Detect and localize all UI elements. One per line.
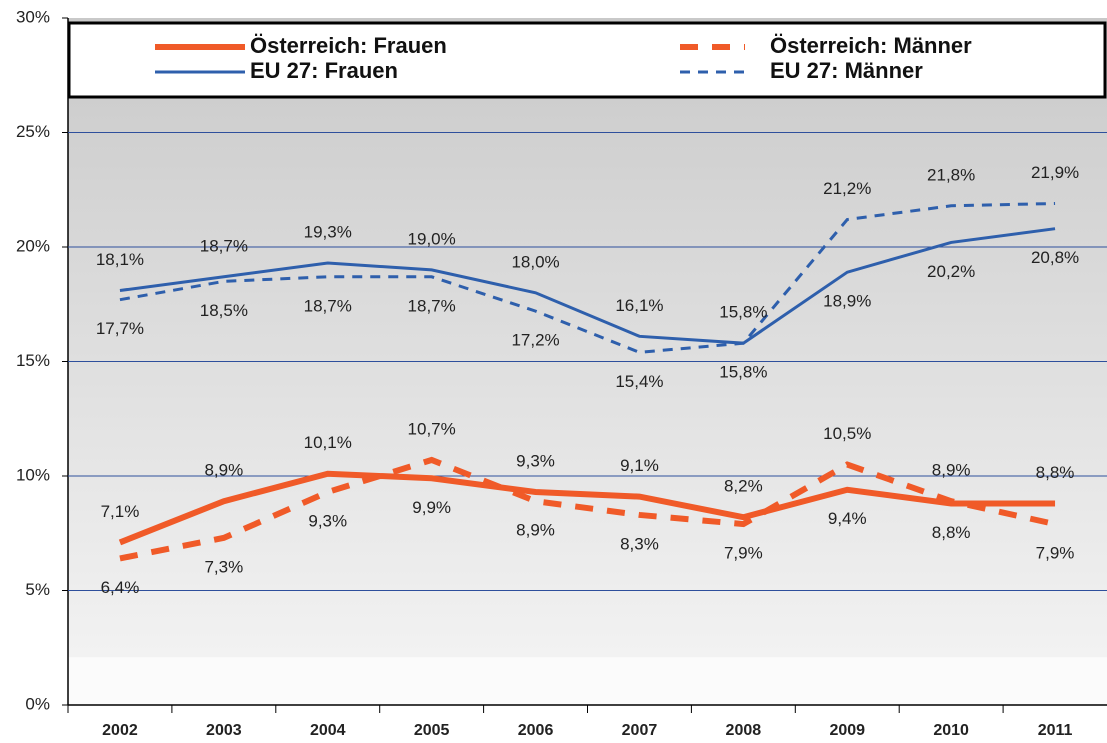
y-tick-label: 0% — [25, 694, 50, 713]
x-tick-label: 2002 — [102, 722, 138, 739]
data-label: 8,9% — [204, 461, 243, 480]
data-label: 9,9% — [412, 498, 451, 517]
x-tick-label: 2005 — [414, 722, 450, 739]
data-label: 9,1% — [620, 456, 659, 475]
data-label: 19,0% — [408, 229, 456, 248]
data-label: 18,0% — [511, 252, 559, 271]
y-tick-label: 5% — [25, 580, 50, 599]
legend-label: EU 27: Männer — [770, 58, 923, 83]
data-label: 15,8% — [719, 363, 767, 382]
legend-box — [67, 21, 1107, 99]
x-tick-label: 2009 — [829, 722, 865, 739]
data-label: 15,4% — [615, 372, 663, 391]
series-line — [119, 201, 1056, 354]
data-label: 19,3% — [304, 223, 352, 242]
data-label: 8,3% — [620, 534, 659, 553]
legend-label: Österreich: Männer — [770, 33, 972, 58]
data-label: 18,7% — [304, 296, 352, 315]
series-line — [119, 227, 1056, 345]
data-label: 21,8% — [927, 165, 975, 184]
data-label: 7,3% — [204, 557, 243, 576]
data-label: 6,4% — [101, 578, 140, 597]
data-label: 17,2% — [511, 331, 559, 350]
legend-label: EU 27: Frauen — [250, 58, 398, 83]
y-tick-label: 10% — [16, 465, 50, 484]
y-tick-label: 25% — [16, 122, 50, 141]
data-label: 18,7% — [200, 236, 248, 255]
data-label: 16,1% — [615, 296, 663, 315]
data-label: 18,9% — [823, 292, 871, 311]
x-tick-label: 2007 — [622, 722, 658, 739]
data-label: 10,1% — [304, 433, 352, 452]
data-label: 8,9% — [516, 521, 555, 540]
data-label: 7,1% — [101, 502, 140, 521]
series-line — [118, 470, 1056, 546]
y-tick-label: 20% — [16, 236, 50, 255]
x-tick-label: 2010 — [933, 722, 969, 739]
y-tick-label: 30% — [16, 7, 50, 26]
data-label: 18,1% — [96, 250, 144, 269]
x-tick-label: 2006 — [518, 722, 554, 739]
data-label: 8,8% — [1036, 463, 1075, 482]
legend-label: Österreich: Frauen — [250, 33, 447, 58]
data-label: 21,2% — [823, 179, 871, 198]
data-label: 18,7% — [408, 296, 456, 315]
x-tick-label: 2003 — [206, 722, 242, 739]
data-label: 20,8% — [1031, 248, 1079, 267]
data-label: 10,5% — [823, 424, 871, 443]
x-tick-label: 2011 — [1038, 722, 1073, 739]
data-label: 15,8% — [719, 303, 767, 322]
series-line — [119, 456, 1056, 562]
data-label: 8,8% — [932, 523, 971, 542]
data-label: 8,2% — [724, 477, 763, 496]
x-tick-label: 2004 — [310, 722, 346, 739]
data-label: 18,5% — [200, 301, 248, 320]
y-tick-label: 15% — [16, 351, 50, 370]
data-label: 9,3% — [308, 512, 347, 531]
data-label: 9,3% — [516, 452, 555, 471]
data-label: 9,4% — [828, 509, 867, 528]
data-label: 8,9% — [932, 461, 971, 480]
data-label: 7,9% — [1036, 544, 1075, 563]
data-label: 7,9% — [724, 544, 763, 563]
data-label: 17,7% — [96, 319, 144, 338]
x-tick-label: 2008 — [726, 722, 762, 739]
data-label: 21,9% — [1031, 163, 1079, 182]
data-label: 20,2% — [927, 262, 975, 281]
data-label: 10,7% — [408, 419, 456, 438]
